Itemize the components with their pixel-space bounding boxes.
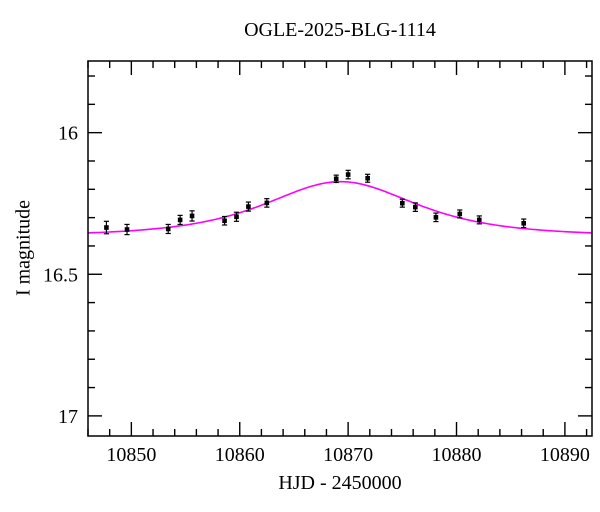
data-point [177, 217, 183, 223]
data-point [400, 200, 405, 206]
data-point [433, 215, 439, 220]
x-tick-label: 10850 [106, 444, 156, 466]
model-light-curve [87, 180, 593, 234]
data-point [104, 225, 109, 230]
data-point [264, 200, 270, 206]
data-point [234, 214, 239, 220]
x-axis-label: HJD - 2450000 [278, 472, 402, 494]
data-point [333, 176, 339, 182]
data-point [365, 175, 370, 181]
data-point [222, 218, 227, 224]
y-axis-label: I magnitude [12, 199, 35, 297]
y-tick-label: 16 [58, 123, 78, 145]
data-point [246, 204, 251, 209]
data-point [165, 226, 171, 232]
data-point [413, 204, 418, 210]
plot-border [87, 60, 593, 437]
data-point [476, 217, 482, 223]
x-tick-label: 10870 [323, 444, 373, 466]
y-tick-label: 17 [58, 406, 78, 428]
data-point [189, 213, 195, 219]
x-tick-label: 10880 [432, 444, 482, 466]
x-tick-label: 10860 [215, 444, 265, 466]
x-tick-label: 10890 [540, 444, 590, 466]
chart-title: OGLE-2025-BLG-1114 [244, 19, 436, 41]
y-tick-label: 16.5 [43, 264, 78, 286]
data-point [521, 220, 527, 226]
data-point [457, 211, 463, 217]
data-point [345, 172, 351, 177]
data-point [124, 227, 130, 232]
